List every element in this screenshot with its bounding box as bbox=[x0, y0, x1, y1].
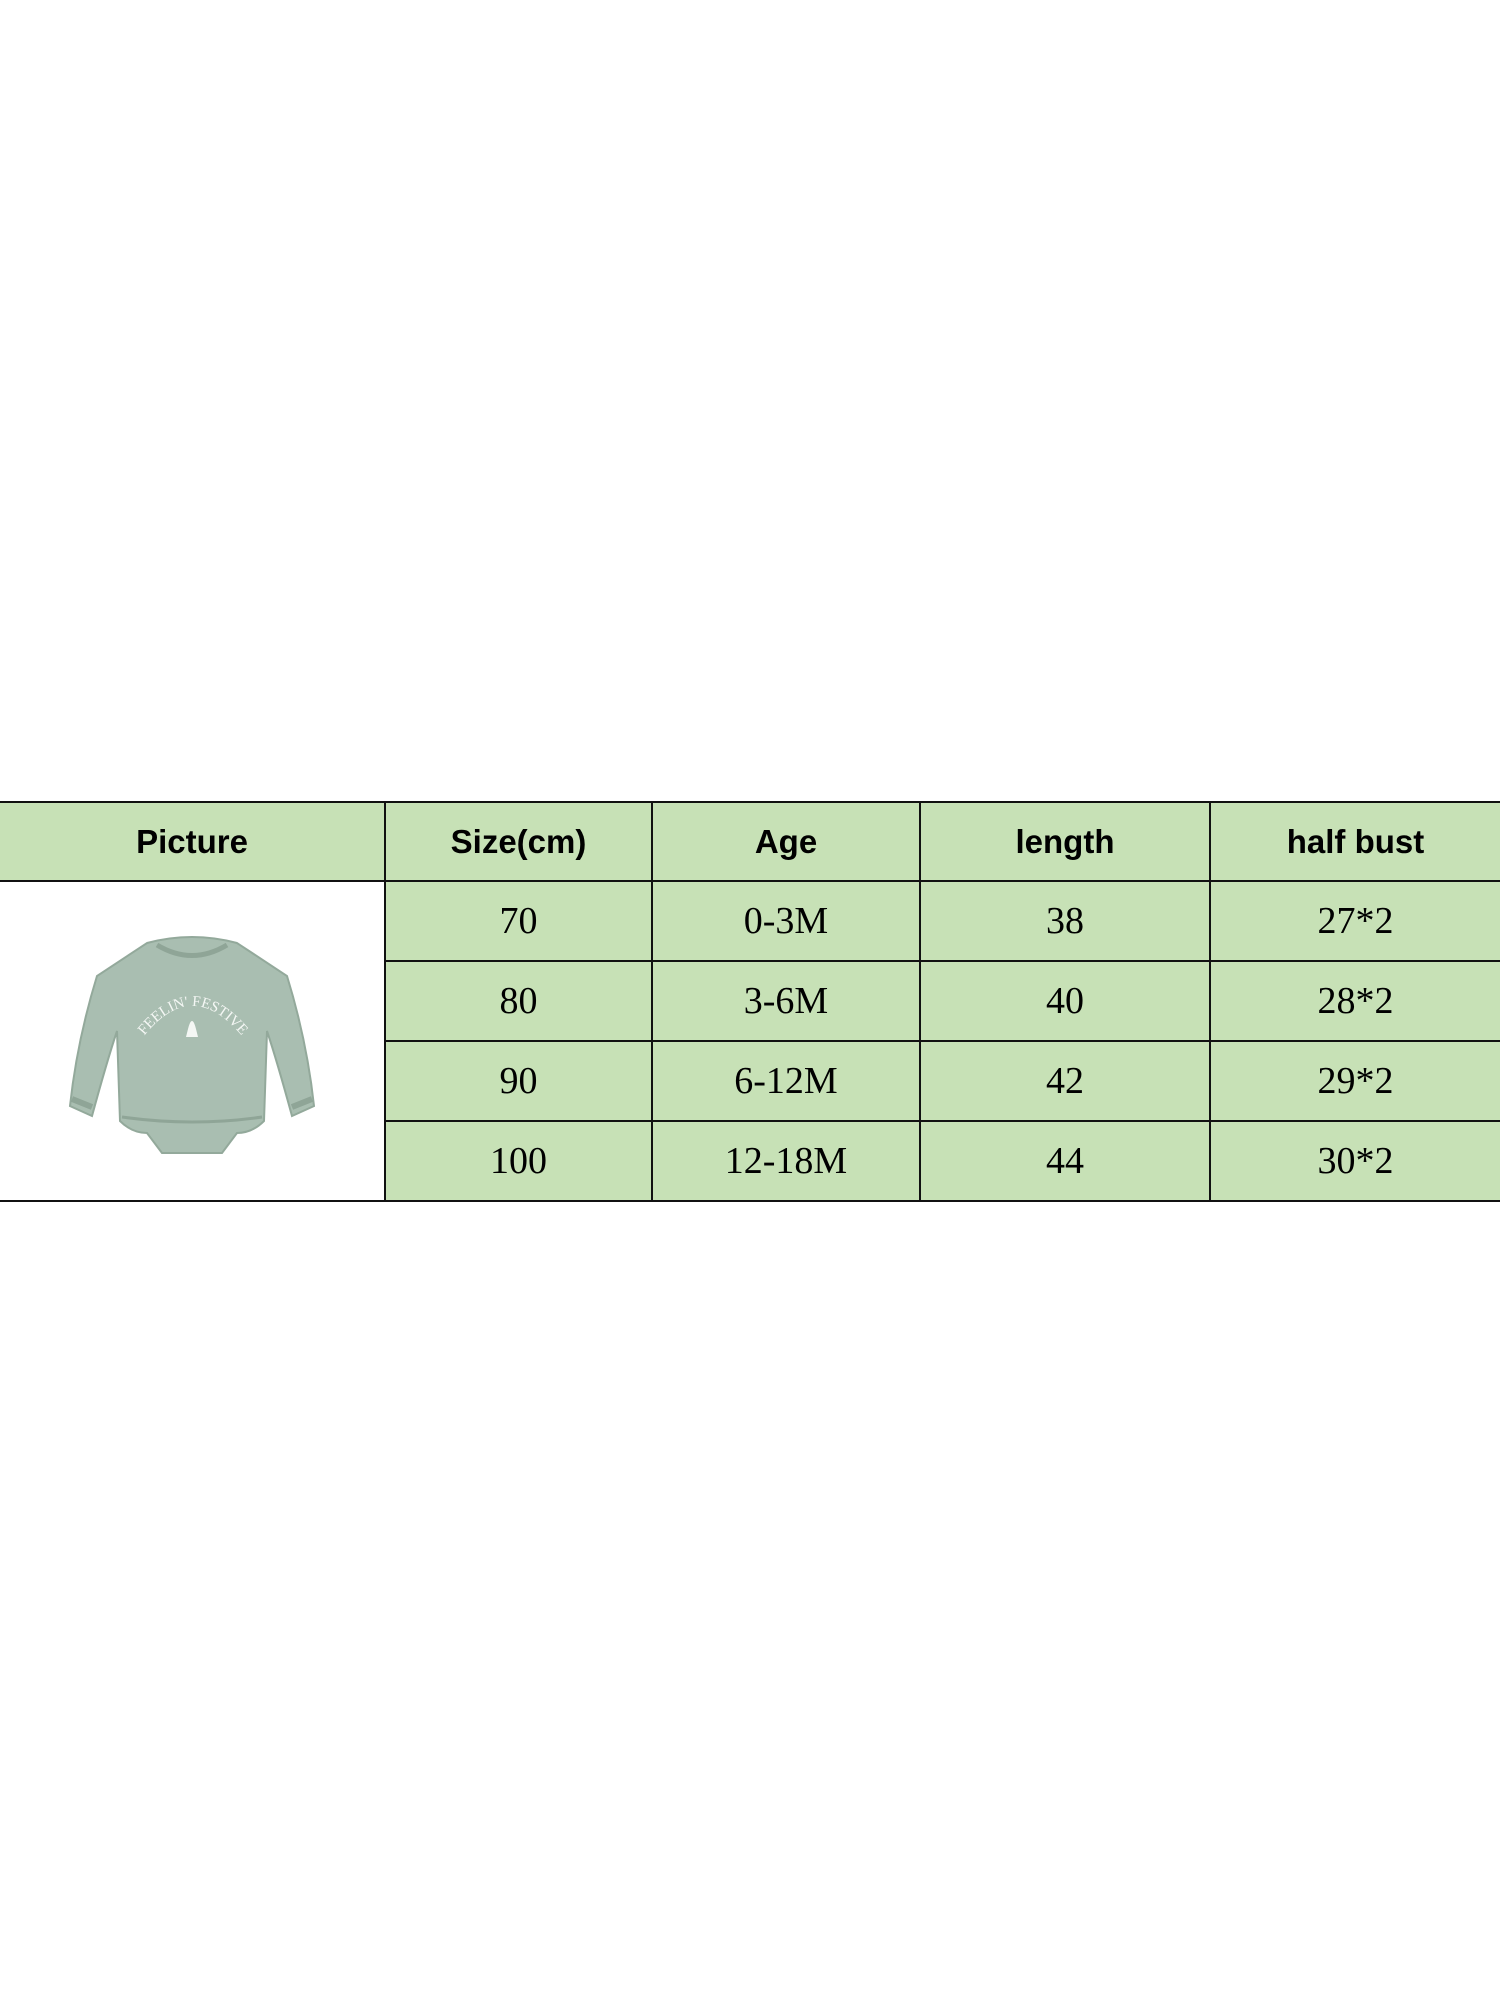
cell-age: 3-6M bbox=[651, 960, 921, 1042]
cell-half-bust: 27*2 bbox=[1209, 880, 1500, 962]
baby-romper-image: FEELIN' FESTIVE bbox=[68, 936, 316, 1154]
cell-half-bust: 30*2 bbox=[1209, 1120, 1500, 1202]
header-length: length bbox=[919, 801, 1211, 882]
cell-age: 12-18M bbox=[651, 1120, 921, 1202]
cell-length: 44 bbox=[919, 1120, 1211, 1202]
cell-length: 42 bbox=[919, 1040, 1211, 1122]
bell-print-icon bbox=[186, 1021, 198, 1037]
cell-size: 80 bbox=[384, 960, 653, 1042]
cell-half-bust: 28*2 bbox=[1209, 960, 1500, 1042]
cell-size: 100 bbox=[384, 1120, 653, 1202]
table-row: 80 3-6M 40 28*2 bbox=[0, 960, 1500, 1042]
cell-length: 40 bbox=[919, 960, 1211, 1042]
cell-length: 38 bbox=[919, 880, 1211, 962]
header-picture: Picture bbox=[0, 801, 386, 882]
table-row: 100 12-18M 44 30*2 bbox=[0, 1120, 1500, 1202]
size-chart-table: Picture Size(cm) Age length half bust FE… bbox=[0, 801, 1500, 1202]
table-row: 90 6-12M 42 29*2 bbox=[0, 1040, 1500, 1122]
header-size: Size(cm) bbox=[384, 801, 653, 882]
cell-age: 6-12M bbox=[651, 1040, 921, 1122]
product-picture-cell: FEELIN' FESTIVE bbox=[0, 880, 386, 1202]
header-half-bust: half bust bbox=[1209, 801, 1500, 882]
cell-age: 0-3M bbox=[651, 880, 921, 962]
cell-half-bust: 29*2 bbox=[1209, 1040, 1500, 1122]
cell-size: 90 bbox=[384, 1040, 653, 1122]
header-row: Picture Size(cm) Age length half bust bbox=[0, 801, 1500, 882]
header-age: Age bbox=[651, 801, 921, 882]
cell-size: 70 bbox=[384, 880, 653, 962]
table-row: FEELIN' FESTIVE 70 0-3M 38 27*2 bbox=[0, 880, 1500, 1202]
